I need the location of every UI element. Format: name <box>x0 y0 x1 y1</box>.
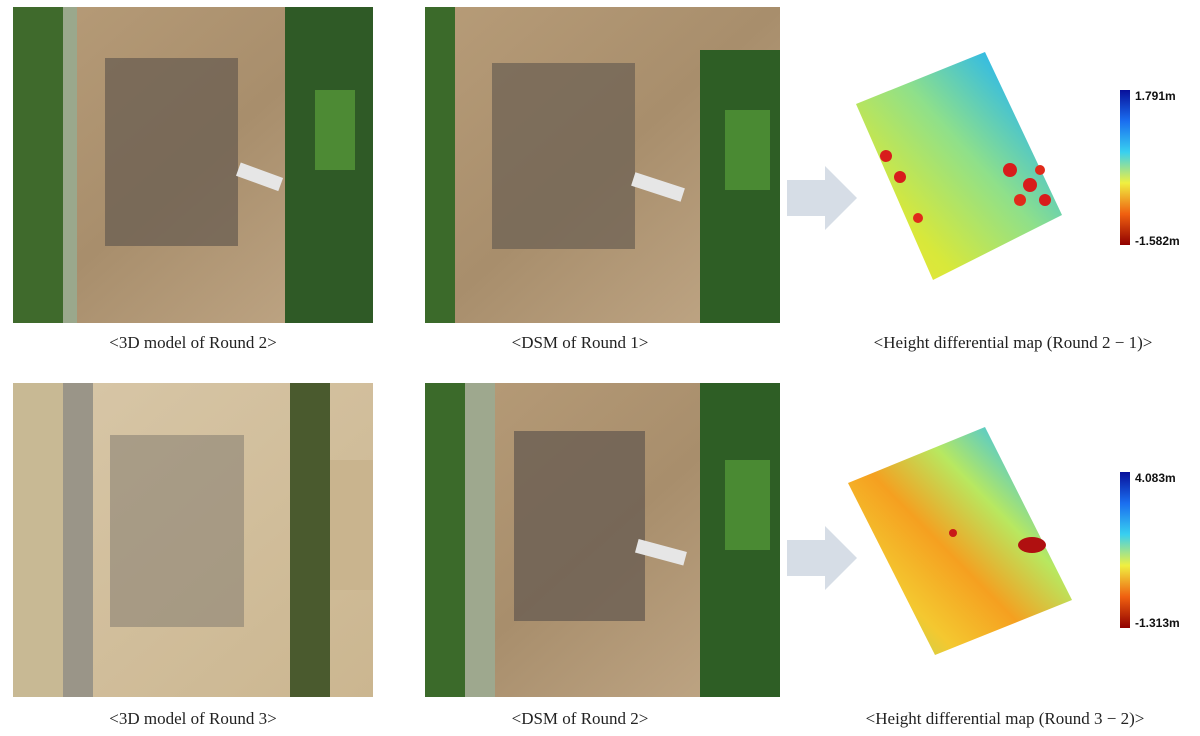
colorbar <box>1120 472 1130 628</box>
height-map <box>848 427 1072 655</box>
caption: <DSM of Round 2> <box>512 709 649 728</box>
colorbar-max: 4.083m <box>1135 471 1176 485</box>
aerial-image <box>13 7 373 323</box>
caption: <Height differential map (Round 3 − 2)> <box>866 709 1145 728</box>
caption: <3D model of Round 2> <box>109 333 276 352</box>
colorbar <box>1120 90 1130 245</box>
caption: <Height differential map (Round 2 − 1)> <box>874 333 1153 352</box>
arrow <box>787 166 857 230</box>
colorbar-min: -1.313m <box>1135 616 1180 630</box>
caption: <3D model of Round 3> <box>109 709 276 728</box>
colorbar-max: 1.791m <box>1135 89 1176 103</box>
aerial-image <box>13 383 373 697</box>
arrow <box>787 526 857 590</box>
height-map <box>856 52 1062 280</box>
dsm-image <box>425 383 780 697</box>
dsm-image <box>425 7 780 323</box>
caption: <DSM of Round 1> <box>512 333 649 352</box>
colorbar-min: -1.582m <box>1135 234 1180 248</box>
